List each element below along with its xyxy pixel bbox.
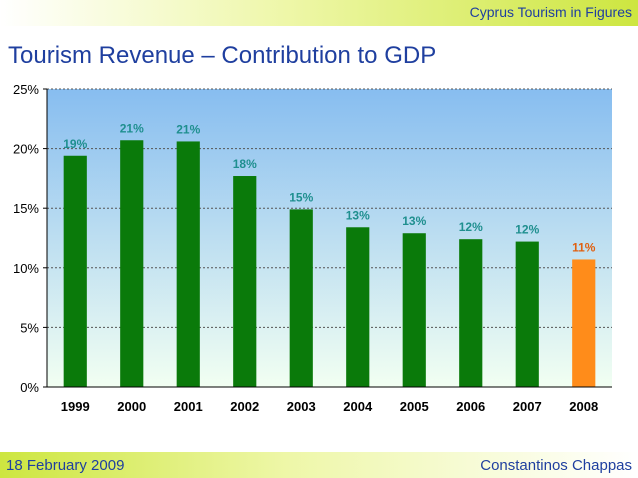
bar-2000	[120, 140, 144, 387]
x-tick-label: 2007	[513, 399, 542, 414]
y-tick-label: 20%	[13, 142, 39, 157]
x-tick-label: 2006	[456, 399, 485, 414]
footer-date: 18 February 2009	[6, 457, 125, 474]
slide-title: Tourism Revenue – Contribution to GDP	[8, 42, 437, 69]
y-tick-label: 5%	[20, 320, 39, 335]
bar-2005	[402, 233, 426, 387]
bars	[63, 140, 596, 387]
header-title: Cyprus Tourism in Figures	[469, 4, 632, 20]
x-tick-label: 2000	[117, 399, 146, 414]
data-label: 21%	[176, 122, 200, 136]
y-tick-label: 10%	[13, 261, 39, 276]
footer-author: Constantinos Chappas	[480, 457, 632, 474]
axes: 0% 5% 10% 15% 20% 25% 1999 2000 2001 2002 2003 2004…	[13, 82, 612, 414]
data-label: 19%	[63, 137, 87, 151]
y-tick-label: 25%	[13, 82, 39, 97]
data-labels: 19% 21% 21% 18% 15% 13% 13% 12% 12% 11%	[63, 121, 596, 254]
footer-bar: 18 February 2009 Constantinos Chappas	[0, 452, 638, 478]
data-label: 13%	[346, 208, 370, 222]
x-tick-label: 2003	[287, 399, 316, 414]
bar-2001	[176, 141, 200, 387]
data-label: 21%	[120, 121, 144, 135]
header-bar: Cyprus Tourism in Figures	[0, 0, 638, 26]
bar-1999	[63, 155, 87, 387]
data-label: 15%	[289, 190, 313, 204]
bar-2004	[346, 227, 370, 387]
bar-2007	[515, 241, 539, 387]
data-label: 13%	[402, 214, 426, 228]
x-tick-label: 2005	[400, 399, 429, 414]
x-tick-label: 2001	[174, 399, 203, 414]
data-label: 18%	[233, 157, 257, 171]
data-label: 11%	[572, 240, 596, 254]
bar-2008	[572, 259, 596, 387]
y-tick-label: 0%	[20, 380, 39, 395]
data-label: 12%	[459, 220, 483, 234]
bar-2002	[233, 176, 257, 387]
bar-2003	[289, 209, 313, 387]
x-tick-label: 2002	[230, 399, 259, 414]
x-tick-label: 2008	[569, 399, 598, 414]
bar-2006	[459, 239, 483, 387]
x-tick-label: 2004	[343, 399, 373, 414]
x-tick-label: 1999	[61, 399, 90, 414]
data-label: 12%	[515, 223, 539, 237]
y-tick-label: 15%	[13, 201, 39, 216]
